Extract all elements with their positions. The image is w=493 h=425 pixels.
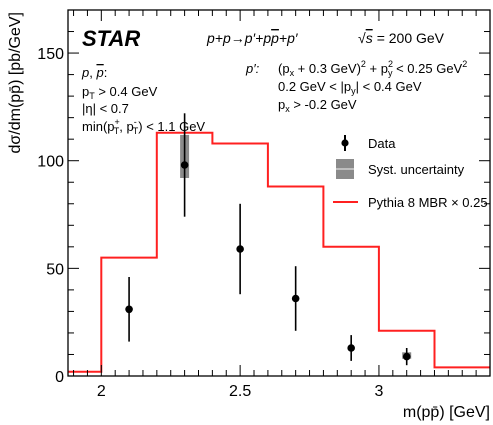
cut-min-pt: min(p+ T, p-T) < 1.1 GeV xyxy=(82,117,205,136)
data-points xyxy=(125,113,411,366)
legend-data-label: Data xyxy=(368,136,396,151)
x-axis-title: m(pp̄) [GeV] xyxy=(403,404,490,421)
y-tick-label: 100 xyxy=(37,154,64,171)
x-tick-label: 3 xyxy=(374,383,383,400)
tick-labels: 2 2.5 3 0 50 100 150 xyxy=(37,46,383,400)
cut-right-title: p′: xyxy=(245,61,260,76)
data-point xyxy=(347,344,355,352)
experiment-label: STAR xyxy=(82,26,140,51)
cut-eta: |η| < 0.7 xyxy=(82,101,129,116)
x-tick-label: 2.5 xyxy=(229,383,251,400)
data-point xyxy=(291,294,300,303)
reaction-label: p+p→p′+pp+p′ xyxy=(206,30,299,46)
pythia-step-line xyxy=(68,131,490,373)
x-tick-label: 2 xyxy=(97,383,106,400)
data-point xyxy=(180,161,189,169)
y-tick-label: 150 xyxy=(37,46,64,63)
legend-pythia-label: Pythia 8 MBR × 0.25 xyxy=(368,195,488,210)
cut-pt: pT > 0.4 GeV xyxy=(82,84,158,101)
cut-pxpy: (px + 0.3 GeV)2 + p2 y < 0.25 GeV2 xyxy=(278,59,467,78)
legend: Data Syst. uncertainty Pythia 8 MBR × 0.… xyxy=(333,135,488,210)
plot-frame xyxy=(67,9,491,377)
energy-label: √s = 200 GeV xyxy=(358,30,445,46)
cut-px: px > -0.2 GeV xyxy=(278,97,357,114)
legend-data-marker xyxy=(341,139,349,147)
data-point xyxy=(236,245,244,253)
y-tick-label: 0 xyxy=(55,369,64,386)
legend-syst-label: Syst. uncertainty xyxy=(368,162,465,177)
data-point xyxy=(402,352,411,361)
y-axis-title: dσ/dm(pp̄) [pb/GeV] xyxy=(7,12,24,154)
pythia-histogram xyxy=(68,131,490,373)
axis-ticks xyxy=(68,9,491,377)
cut-left-title: p, p: xyxy=(81,65,107,80)
cut-py: 0.2 GeV < |py| < 0.4 GeV xyxy=(278,79,422,96)
data-point xyxy=(125,305,133,314)
y-tick-label: 50 xyxy=(46,261,64,278)
